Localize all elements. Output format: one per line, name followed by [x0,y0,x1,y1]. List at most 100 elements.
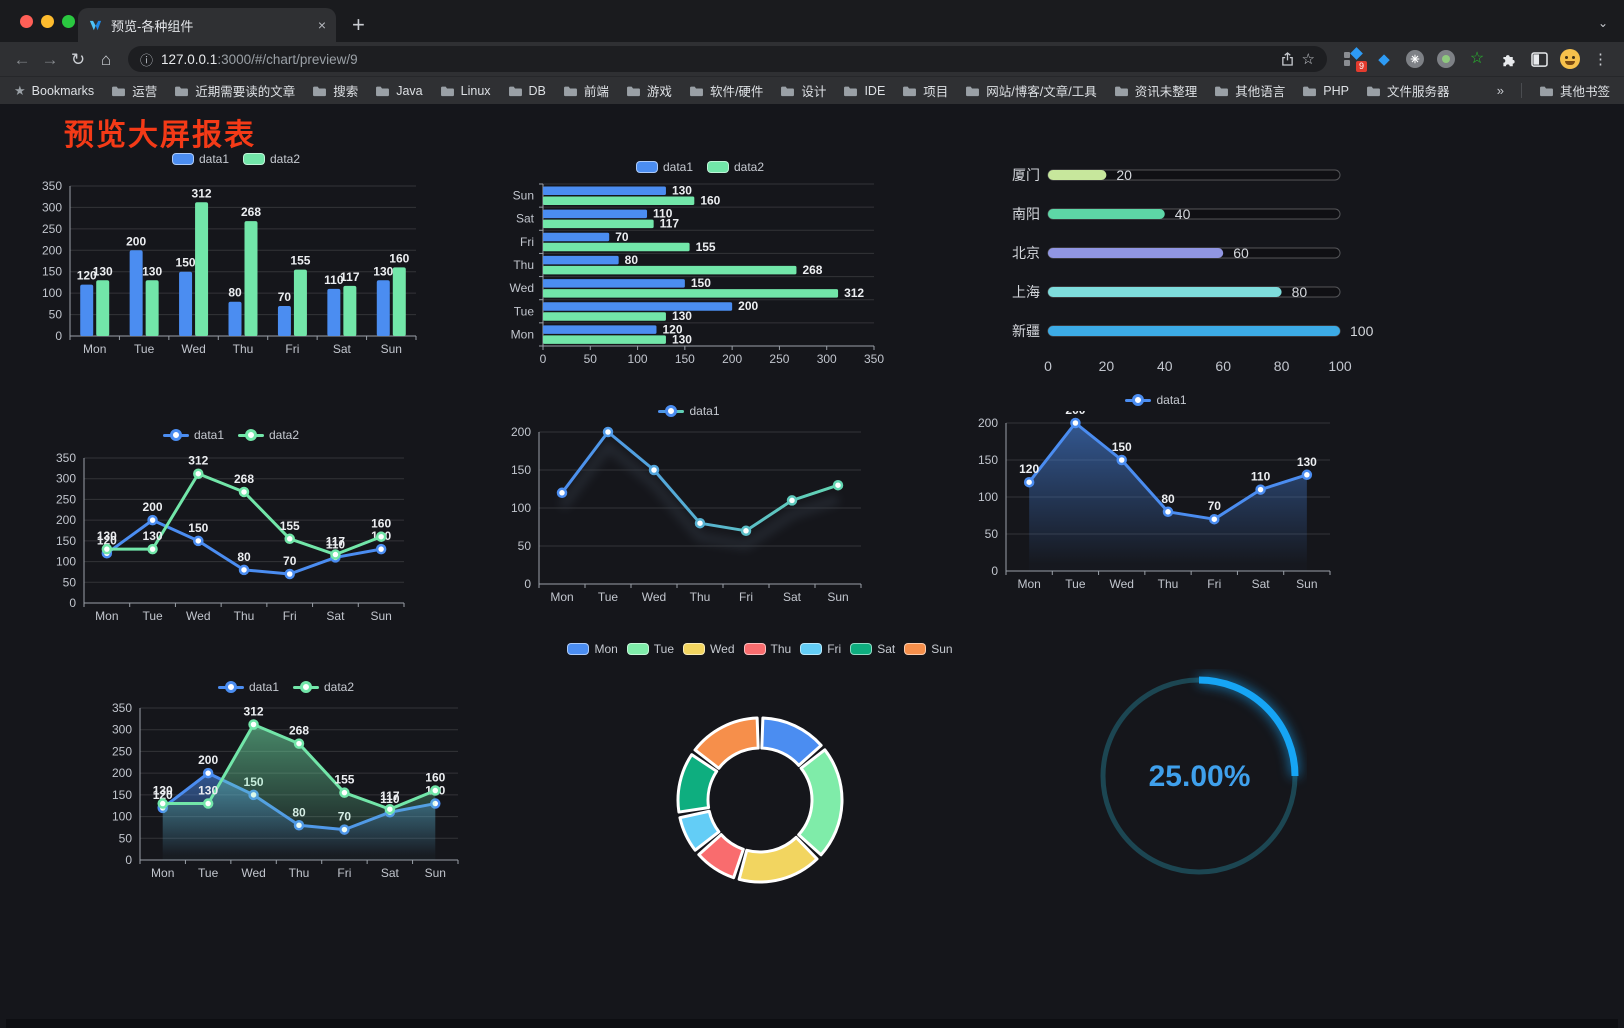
bookmark-folder[interactable]: 网站/博客/文章/工具 [965,81,1097,100]
bookmark-folder[interactable]: 游戏 [626,81,672,100]
legend-item[interactable]: data2 [238,428,299,442]
grouped-bar-chart[interactable]: data1 data2 0 50 100 150 200 250 300 350 Mon Tue Wed… [36,148,436,362]
legend-item[interactable]: data1 [162,428,224,442]
browser-menu-icon[interactable]: ⋮ [1593,51,1608,68]
gradient-line-canvas[interactable]: 0 50 100 150 200 Mon Tue Wed Thu Fri Sat Sun [505,422,873,614]
bookmark-folder[interactable]: IDE [843,84,885,98]
bookmark-folder[interactable]: 设计 [780,81,826,100]
legend-item[interactable]: data1 [658,404,720,418]
other-bookmarks-label: 其他书签 [1559,85,1610,99]
legend-item[interactable]: Thu [743,642,791,656]
other-bookmarks-folder[interactable]: 其他书签 [1539,81,1610,100]
tab-close-icon[interactable]: × [317,17,326,33]
horizontal-bar-chart[interactable]: data1 data2 0 50 100 150 200 250 300 350 Mon 120 130… [506,156,894,374]
extension-command-icon[interactable]: ✳ [1405,49,1425,69]
new-tab-button[interactable]: + [352,12,365,37]
bookmark-folder[interactable]: 项目 [902,81,948,100]
bookmark-folder[interactable]: Linux [440,84,491,98]
bookmark-folder[interactable]: 前端 [563,81,609,100]
legend-item[interactable]: Sun [904,642,953,656]
svg-text:Thu: Thu [1158,577,1179,591]
zoom-window-button[interactable] [62,15,75,28]
legend-item[interactable]: data2 [243,152,300,166]
city-progress-canvas[interactable]: 厦门 20 南阳 40 北京 60 上海 80 新疆 100 0 20 40 60 80 100 [1002,159,1374,384]
side-panel-icon[interactable] [1529,49,1549,69]
profile-avatar[interactable] [1560,49,1580,69]
svg-text:155: 155 [696,240,716,254]
svg-text:130: 130 [97,529,117,543]
chart-legend: data1 [505,400,873,422]
gradient-line-chart[interactable]: data1 0 50 100 150 200 Mon Tue Wed Thu Fri Sat Sun [505,400,873,614]
svg-text:200: 200 [511,425,531,439]
bookmark-folder[interactable]: 软件/硬件 [689,81,763,100]
bookmarks-manager[interactable]: ★ Bookmarks [14,83,94,99]
browser-tab[interactable]: 预览-各种组件 × [78,8,336,42]
svg-text:150: 150 [188,521,208,535]
svg-text:Fri: Fri [739,590,753,604]
site-info-icon[interactable]: ⓘ [140,52,154,68]
back-button[interactable]: ← [13,49,31,69]
bookmark-folder[interactable]: 搜索 [312,81,358,100]
weekday-donut-chart[interactable]: Mon Tue Wed Thu Fri Sat Sun [567,638,953,920]
home-button[interactable]: ⌂ [100,49,112,69]
single-area-chart[interactable]: data1 0 50 100 150 200 Mon Tue Wed Thu Fri Sat Sun 12… [972,389,1340,599]
folder-icon [174,85,189,97]
area-two-series-canvas[interactable]: 0 50 100 150 200 250 300 350 Mon Tue Wed Thu Fri Sat S… [104,698,468,888]
city-progress-chart[interactable]: 厦门 20 南阳 40 北京 60 上海 80 新疆 100 0 20 40 60 80 100 [1002,159,1374,384]
area-single-canvas[interactable]: 0 50 100 150 200 Mon Tue Wed Thu Fri Sat Sun 120 200 1… [972,411,1340,599]
legend-item[interactable]: Wed [683,642,735,656]
percent-gauge-chart[interactable]: 25.00% [1092,669,1307,884]
forward-button[interactable]: → [41,49,59,69]
legend-item[interactable]: data1 [635,160,693,174]
address-bar[interactable]: ⓘ 127.0.0.1:3000/#/chart/preview/9 ☆ [128,46,1327,72]
bookmark-folder[interactable]: DB [508,84,546,98]
bookmark-folder[interactable]: Java [375,84,423,98]
bookmark-folder[interactable]: 其他语言 [1214,81,1285,100]
legend-item[interactable]: data2 [707,160,764,174]
svg-text:200: 200 [198,753,218,767]
svg-text:Wed: Wed [186,609,210,623]
line-two-series-canvas[interactable]: 0 50 100 150 200 250 300 350 Mon Tue Wed Thu Fri Sat S… [48,446,414,631]
close-window-button[interactable] [20,15,33,28]
bookmark-star-icon[interactable]: ☆ [1301,51,1315,68]
extension-star-icon[interactable]: ☆ [1469,50,1485,67]
svg-text:130: 130 [672,184,692,198]
svg-text:150: 150 [42,265,62,279]
two-series-area-chart[interactable]: data1 data2 0 50 100 150 200 250 300 350 Mon Tue Wed… [104,676,468,888]
legend-item[interactable]: data1 [217,680,279,694]
bookmark-folder[interactable]: 文件服务器 [1366,81,1449,100]
bookmark-folder[interactable]: PHP [1302,84,1349,98]
browser-toolbar: ← → ↻ ⌂ ⓘ 127.0.0.1:3000/#/chart/preview… [0,42,1624,76]
svg-text:130: 130 [153,784,173,798]
svg-text:150: 150 [56,534,76,548]
extension-kite-icon[interactable]: ◆ [1378,51,1390,68]
bookmark-folder[interactable]: 近期需要读的文章 [174,81,295,100]
bookmark-folder[interactable]: 运营 [111,81,157,100]
bookmark-folder[interactable]: 资讯未整理 [1114,81,1197,100]
chart-legend: data1 data2 [104,676,468,698]
percent-gauge-canvas[interactable] [1092,669,1307,884]
reload-button[interactable]: ↻ [70,49,86,69]
legend-item[interactable]: Tue [626,642,674,656]
chart-legend: data1 data2 [36,148,436,170]
tab-search-chevron-icon[interactable]: ⌄ [1597,16,1608,30]
legend-item[interactable]: data1 [171,152,229,166]
extension-dot-icon[interactable] [1436,49,1456,69]
legend-item[interactable]: Sat [850,642,895,656]
legend-item[interactable]: Mon [567,642,618,656]
bookmarks-overflow-chevron[interactable]: » [1496,83,1504,98]
weekday-donut-canvas[interactable] [570,660,950,920]
minimize-window-button[interactable] [41,15,54,28]
grouped-bar-canvas[interactable]: 0 50 100 150 200 250 300 350 Mon Tue Wed Thu Fri Sat S… [36,170,436,362]
extensions-puzzle-icon[interactable] [1498,49,1518,69]
share-icon[interactable] [1281,51,1294,67]
two-series-line-chart[interactable]: data1 data2 0 50 100 150 200 250 300 350 Mon Tue Wed… [48,424,414,631]
extension-grid-icon[interactable]: 9 [1343,47,1367,72]
legend-item[interactable]: Fri [800,642,841,656]
chart-legend: Mon Tue Wed Thu Fri Sat Sun [567,638,953,660]
legend-item[interactable]: data2 [293,680,354,694]
svg-text:200: 200 [112,766,132,780]
legend-item[interactable]: data1 [1125,393,1187,407]
